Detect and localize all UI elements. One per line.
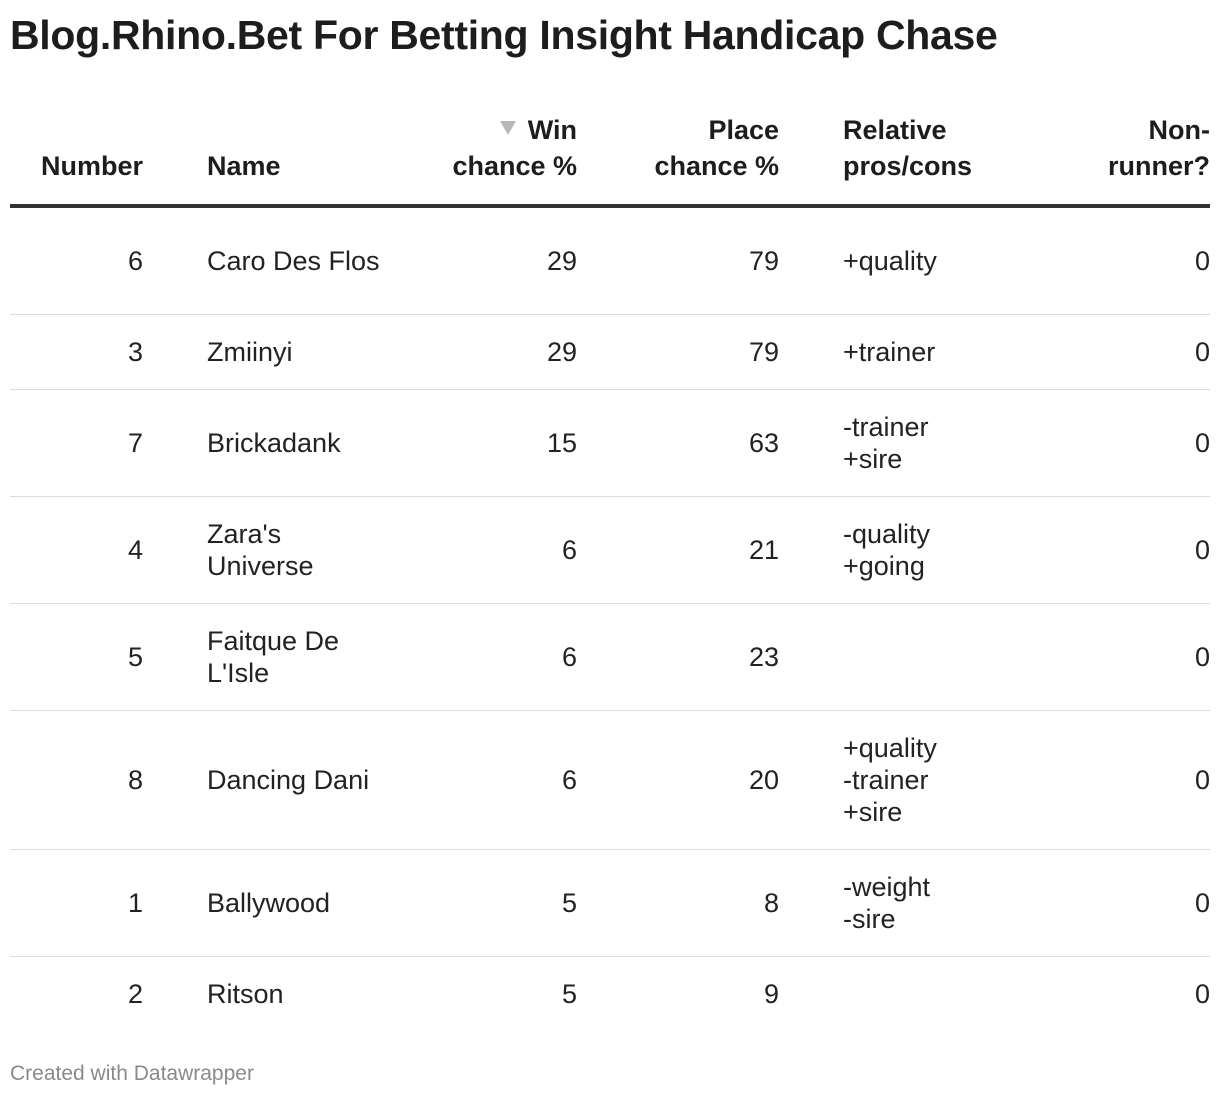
cell-number: 8: [127, 765, 143, 795]
table-row: 1 Ballywood 5 8 -weight -sire 0: [10, 850, 1210, 957]
cell-non-runner: 0: [1194, 888, 1210, 918]
cell-non-runner: 0: [1194, 642, 1210, 672]
cell-non-runner: 0: [1194, 979, 1210, 1009]
header-non-runner[interactable]: Non- runner?: [1050, 112, 1210, 184]
header-name-label: Name: [207, 151, 281, 181]
header-pros-line2: pros/cons: [843, 151, 973, 181]
cell-non-runner: 0: [1194, 337, 1210, 367]
cell-place-chance: 23: [748, 642, 779, 672]
cell-pros-cons: -weight -sire: [843, 872, 931, 934]
cell-non-runner: 0: [1194, 246, 1210, 276]
cell-win-chance: 29: [546, 337, 577, 367]
sort-descending-icon: [499, 121, 516, 135]
cell-name: Brickadank: [207, 428, 341, 458]
chart-title: Blog.Rhino.Bet For Betting Insight Handi…: [10, 12, 998, 58]
cell-place-chance: 8: [763, 888, 779, 918]
cell-win-chance: 6: [561, 765, 577, 795]
cell-pros-cons: -trainer +sire: [843, 412, 929, 474]
cell-win-chance: 29: [546, 246, 577, 276]
table-row: 5 Faitque De L'Isle 6 23 0: [10, 604, 1210, 711]
cell-number: 4: [127, 535, 143, 565]
header-nr-line1: Non-: [1148, 115, 1210, 145]
header-number-label: Number: [40, 151, 143, 181]
cell-number: 7: [127, 428, 143, 458]
results-table: Number Name Win chance % Place chance % …: [10, 112, 1210, 1031]
cell-place-chance: 9: [763, 979, 779, 1009]
cell-place-chance: 79: [748, 246, 779, 276]
cell-name: Ballywood: [207, 888, 331, 918]
cell-place-chance: 63: [748, 428, 779, 458]
cell-win-chance: 5: [561, 888, 577, 918]
header-name[interactable]: Name: [207, 148, 387, 184]
cell-place-chance: 21: [748, 535, 779, 565]
cell-place-chance: 79: [748, 337, 779, 367]
cell-name: Zara's Universe: [207, 519, 314, 581]
table-body: 6 Caro Des Flos 29 79 +quality 0 3 Zmiinyi 29 79 +…: [10, 208, 1210, 1031]
header-win-line2: chance %: [452, 151, 577, 181]
cell-name: Faitque De L'Isle: [207, 626, 340, 688]
cell-win-chance: 6: [561, 642, 577, 672]
cell-win-chance: 5: [561, 979, 577, 1009]
cell-non-runner: 0: [1194, 428, 1210, 458]
cell-number: 3: [127, 337, 143, 367]
cell-pros-cons: +quality: [843, 246, 937, 276]
cell-win-chance: 6: [561, 535, 577, 565]
cell-pros-cons: +quality -trainer +sire: [843, 733, 937, 827]
table-header: Number Name Win chance % Place chance % …: [10, 112, 1210, 208]
header-number[interactable]: Number: [10, 148, 143, 184]
header-pros-line1: Relative: [843, 115, 947, 145]
header-win-chance[interactable]: Win chance %: [397, 112, 577, 184]
cell-name: Dancing Dani: [207, 765, 370, 795]
table-row: 8 Dancing Dani 6 20 +quality -trainer +sire 0: [10, 711, 1210, 850]
cell-place-chance: 20: [748, 765, 779, 795]
cell-non-runner: 0: [1194, 765, 1210, 795]
cell-non-runner: 0: [1194, 535, 1210, 565]
header-win-line1: Win: [527, 115, 577, 145]
cell-pros-cons: -quality +going: [843, 519, 931, 581]
table-row: 4 Zara's Universe 6 21 -quality +going 0: [10, 497, 1210, 604]
table-row: 6 Caro Des Flos 29 79 +quality 0: [10, 208, 1210, 315]
cell-number: 5: [127, 642, 143, 672]
cell-name: Ritson: [207, 979, 284, 1009]
header-place-chance[interactable]: Place chance %: [577, 112, 779, 184]
header-place-line2: chance %: [654, 151, 779, 181]
table-row: 3 Zmiinyi 29 79 +trainer 0: [10, 315, 1210, 390]
cell-number: 6: [127, 246, 143, 276]
table-row: 2 Ritson 5 9 0: [10, 957, 1210, 1031]
cell-pros-cons: +trainer: [843, 337, 936, 367]
cell-name: Zmiinyi: [207, 337, 293, 367]
cell-name: Caro Des Flos: [207, 246, 380, 276]
header-place-line1: Place: [708, 115, 779, 145]
cell-number: 2: [127, 979, 143, 1009]
table-row: 7 Brickadank 15 63 -trainer +sire 0: [10, 390, 1210, 497]
cell-number: 1: [127, 888, 143, 918]
header-nr-line2: runner?: [1107, 151, 1210, 181]
header-pros-cons[interactable]: Relative pros/cons: [843, 112, 1043, 184]
footer-credit[interactable]: Created with Datawrapper: [10, 1062, 254, 1085]
cell-win-chance: 15: [546, 428, 577, 458]
